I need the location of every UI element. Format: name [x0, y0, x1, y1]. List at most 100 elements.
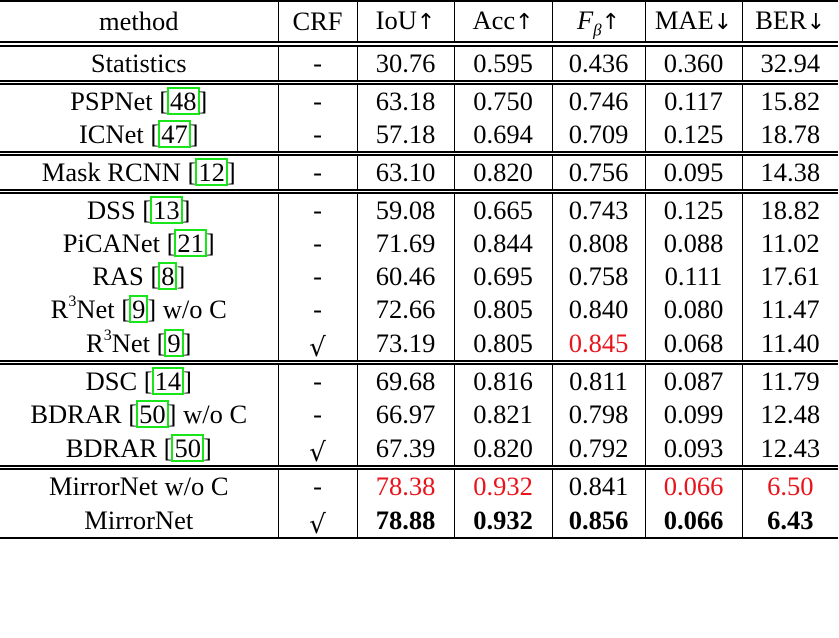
- acc-cell: 0.595: [453, 41, 552, 83]
- fbeta-cell: 0.792: [551, 431, 645, 468]
- acc-cell: 0.820: [453, 431, 552, 468]
- citation-link[interactable]: 50: [136, 400, 169, 428]
- fbeta-cell: 0.758: [551, 260, 645, 293]
- fbeta-cell-best: 0.856: [551, 503, 645, 539]
- method-cell: BDRAR [50]: [65, 432, 212, 463]
- iou-cell: 71.69: [356, 227, 454, 260]
- acc-cell: 0.695: [453, 260, 552, 293]
- method-cell: DSC [14]: [0, 360, 278, 398]
- citation-link[interactable]: 13: [150, 196, 183, 224]
- method-cell: ICNet [47]: [78, 119, 199, 149]
- ber-cell: 32.94: [741, 41, 838, 83]
- crf-cell: -: [277, 260, 357, 293]
- fbeta-cell: 0.841: [551, 465, 645, 503]
- citation-link[interactable]: 50: [171, 433, 204, 462]
- mae-cell: 0.360: [644, 41, 742, 83]
- citation-link[interactable]: 9: [164, 328, 184, 357]
- citation-link[interactable]: 47: [158, 120, 191, 148]
- down-arrow-icon: ↓: [806, 10, 826, 35]
- mae-cell: 0.125: [644, 118, 742, 154]
- acc-cell: 0.665: [453, 189, 552, 227]
- ber-cell: 18.78: [741, 118, 838, 154]
- method-cell: MirrorNet w/o C: [0, 465, 278, 503]
- citation-link[interactable]: 12: [195, 158, 228, 186]
- results-table: method CRF IoU↑ Acc↑ Fβ↑ MAE↓ BER↓ Stati…: [0, 0, 838, 540]
- header-mae: MAE↓: [644, 0, 742, 44]
- mae-cell: 0.088: [644, 227, 742, 260]
- ber-cell: 11.47: [741, 293, 838, 326]
- table-row: DSC [14] - 69.68 0.816 0.811 0.087 11.79: [0, 360, 838, 398]
- acc-cell: 0.805: [453, 326, 552, 363]
- up-arrow-icon: ↑: [416, 10, 436, 35]
- mae-cell: 0.117: [644, 80, 742, 118]
- citation-link[interactable]: 14: [151, 367, 185, 395]
- crf-cell: -: [277, 360, 357, 398]
- ber-cell: 14.38: [741, 151, 838, 192]
- table-row: Statistics - 30.76 0.595 0.436 0.360 32.…: [0, 41, 838, 83]
- iou-cell: 69.68: [356, 360, 454, 398]
- fbeta-cell: 0.808: [551, 227, 645, 260]
- table-row: Mask RCNN [12] - 63.10 0.820 0.756 0.095…: [0, 151, 838, 192]
- fbeta-cell: 0.709: [551, 118, 645, 154]
- iou-cell-second-best: 78.38: [356, 465, 454, 503]
- table-row: MirrorNet w/o C - 78.38 0.932 0.841 0.06…: [0, 465, 838, 503]
- header-iou: IoU↑: [356, 0, 454, 44]
- table-row: RAS [8] - 60.46 0.695 0.758 0.111 17.61: [0, 260, 838, 293]
- citation-link[interactable]: 21: [174, 229, 207, 257]
- citation-link[interactable]: 9: [129, 295, 149, 323]
- method-cell: Mask RCNN [12]: [0, 151, 278, 192]
- iou-cell: 57.18: [356, 118, 454, 154]
- fbeta-cell: 0.746: [551, 80, 645, 118]
- method-cell: DSS [13]: [0, 189, 278, 227]
- method-cell: Statistics: [0, 41, 278, 83]
- mae-cell: 0.125: [644, 189, 742, 227]
- iou-cell-best: 78.88: [356, 503, 454, 539]
- ber-cell-second-best: 6.50: [741, 465, 838, 503]
- fbeta-cell: 0.798: [551, 398, 645, 431]
- mae-cell: 0.099: [644, 398, 742, 431]
- header-fbeta: Fβ↑: [551, 0, 645, 44]
- ber-cell: 11.02: [741, 227, 838, 260]
- mae-cell: 0.093: [644, 431, 742, 468]
- table-row: R3Net [9] √ 73.19 0.805 0.845 0.068 11.4…: [0, 326, 838, 363]
- checkmark-icon: √: [309, 333, 326, 363]
- fbeta-cell: 0.756: [551, 151, 645, 192]
- up-arrow-icon: ↑: [601, 10, 621, 35]
- crf-cell: √: [277, 431, 357, 468]
- iou-cell: 72.66: [356, 293, 454, 326]
- mae-cell: 0.068: [644, 326, 742, 363]
- mae-cell: 0.080: [644, 293, 742, 326]
- ber-cell: 15.82: [741, 80, 838, 118]
- crf-cell: √: [277, 503, 357, 540]
- acc-cell-best: 0.932: [453, 503, 552, 539]
- acc-cell: 0.844: [453, 227, 552, 260]
- ber-cell: 11.40: [741, 326, 838, 363]
- up-arrow-icon: ↑: [515, 10, 534, 35]
- crf-cell: -: [277, 80, 357, 118]
- iou-cell: 30.76: [356, 41, 454, 83]
- ber-cell: 11.79: [741, 360, 838, 398]
- header-method: method: [0, 0, 278, 44]
- ber-cell-best: 6.43: [741, 503, 838, 539]
- crf-cell: -: [277, 41, 357, 83]
- mae-cell-best: 0.066: [644, 503, 742, 539]
- table-row: MirrorNet √ 78.88 0.932 0.856 0.066 6.43: [0, 503, 838, 540]
- fbeta-cell: 0.811: [551, 360, 645, 398]
- ber-cell: 12.48: [741, 398, 838, 431]
- method-cell: PSPNet [48]: [0, 80, 278, 118]
- fbeta-cell-second-best: 0.845: [551, 326, 645, 363]
- method-cell: MirrorNet: [0, 503, 278, 539]
- table-row: R3Net [9] w/o C - 72.66 0.805 0.840 0.08…: [0, 293, 838, 326]
- fbeta-cell: 0.436: [551, 41, 645, 83]
- header-crf: CRF: [277, 0, 357, 44]
- iou-cell: 63.18: [356, 80, 454, 118]
- citation-link[interactable]: 48: [167, 87, 200, 115]
- crf-cell: -: [277, 189, 357, 227]
- acc-cell: 0.820: [453, 151, 552, 192]
- mae-cell: 0.095: [644, 151, 742, 192]
- crf-cell: -: [277, 151, 357, 192]
- fbeta-cell: 0.743: [551, 189, 645, 227]
- checkmark-icon: √: [309, 510, 326, 540]
- table-row: PiCANet [21] - 71.69 0.844 0.808 0.088 1…: [0, 227, 838, 260]
- citation-link[interactable]: 8: [158, 262, 178, 290]
